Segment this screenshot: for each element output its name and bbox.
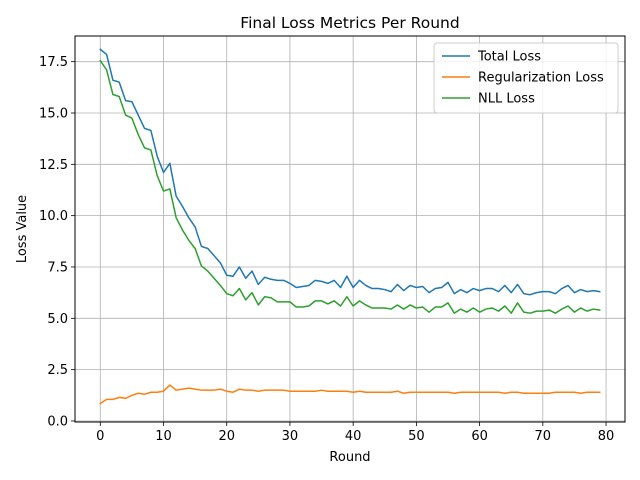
y-axis-ticks: 0.0 2.5 5.0 7.5 10.0 12.5 15.0 17.5	[39, 55, 75, 429]
x-tick-label: 80	[598, 429, 615, 444]
x-tick-label: 40	[345, 429, 362, 444]
y-tick-label: 2.5	[47, 363, 68, 378]
legend: Total Loss Regularization Loss NLL Loss	[433, 42, 619, 114]
y-tick-label: 5.0	[47, 312, 68, 327]
x-tick-label: 20	[218, 429, 235, 444]
x-axis-label: Round	[329, 450, 370, 465]
y-tick-label: 12.5	[39, 158, 68, 173]
x-tick-label: 0	[96, 429, 104, 444]
series-line-regularization-loss	[99, 384, 601, 405]
x-tick-label: 10	[155, 429, 172, 444]
legend-label-nll-loss: NLL Loss	[478, 92, 535, 107]
x-tick-label: 30	[282, 429, 299, 444]
x-axis-ticks: 0 10 20 30 40 50 60 70 80	[96, 422, 614, 444]
legend-box	[433, 42, 619, 114]
series-lines	[99, 48, 601, 405]
series-line-total-loss	[99, 48, 601, 296]
x-tick-label: 70	[535, 429, 552, 444]
legend-label-total-loss: Total Loss	[477, 50, 541, 65]
plot-frame	[74, 35, 626, 423]
y-tick-label: 7.5	[47, 260, 68, 275]
x-tick-label: 60	[471, 429, 488, 444]
legend-label-regularization-loss: Regularization Loss	[478, 71, 604, 86]
y-tick-label: 15.0	[39, 106, 68, 121]
series-line-nll-loss	[99, 59, 601, 314]
y-axis-label: Loss Value	[15, 195, 30, 263]
y-tick-label: 17.5	[39, 55, 68, 70]
chart-title: Final Loss Metrics Per Round	[240, 14, 459, 32]
y-tick-label: 10.0	[39, 209, 68, 224]
x-tick-label: 50	[408, 429, 425, 444]
y-tick-label: 0.0	[47, 414, 68, 429]
